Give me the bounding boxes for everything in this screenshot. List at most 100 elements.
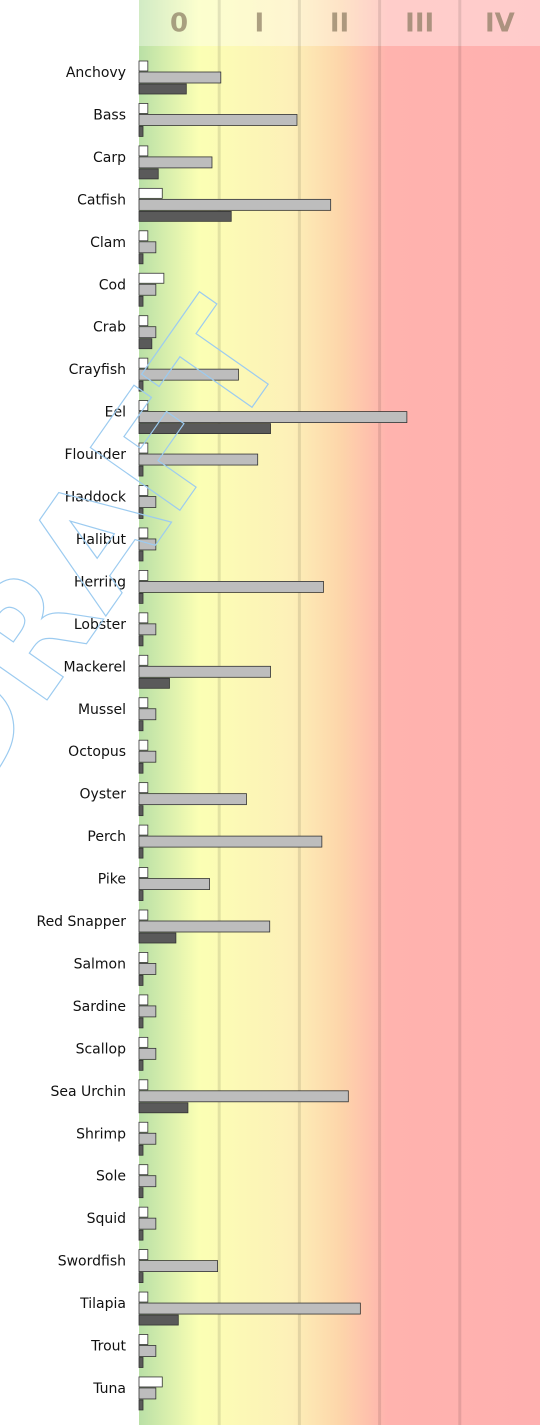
bar (138, 1187, 144, 1199)
category-label: Sole (96, 1169, 126, 1185)
bar (138, 593, 144, 604)
category-label: Red Snapper (36, 914, 126, 930)
bar (138, 485, 149, 496)
category-label: Halibut (76, 532, 127, 548)
category-label: Tilapia (79, 1296, 126, 1312)
bar (138, 357, 149, 369)
zone-label: I (254, 9, 264, 39)
bar (138, 994, 149, 1006)
bar (138, 253, 144, 265)
category-label: Clam (90, 235, 126, 251)
bar (138, 1260, 218, 1272)
bar (138, 793, 247, 806)
bar (138, 1334, 149, 1345)
bar (138, 867, 149, 878)
zone-label: II (330, 9, 349, 39)
bar (138, 103, 149, 114)
bar (138, 295, 144, 307)
bar (138, 1036, 149, 1048)
category-label: Anchovy (66, 65, 126, 81)
bar (138, 847, 144, 859)
bar (138, 708, 157, 721)
category-label: Perch (87, 829, 126, 845)
category-label: Tuna (92, 1381, 126, 1397)
bar (138, 168, 159, 180)
category-label: Catfish (77, 192, 126, 208)
bar (138, 835, 323, 848)
bar (138, 1206, 149, 1218)
bar (138, 1132, 157, 1145)
bar (138, 283, 157, 296)
bar (138, 890, 144, 901)
bar (138, 963, 157, 975)
bar (138, 720, 144, 732)
bar (138, 465, 144, 477)
bar (138, 878, 210, 890)
category-label: Sardine (73, 999, 126, 1015)
bar (138, 1387, 157, 1400)
bar (138, 1005, 157, 1018)
bar (138, 909, 149, 921)
bar (138, 824, 149, 836)
bar (138, 527, 149, 539)
bar (138, 782, 149, 794)
bar (138, 187, 163, 199)
bar (138, 442, 149, 454)
zone-header (139, 0, 540, 46)
bar (138, 654, 149, 666)
bar (138, 612, 149, 624)
category-label: Shrimp (76, 1126, 126, 1142)
bar (138, 338, 153, 350)
bar (138, 145, 149, 157)
bar (138, 453, 259, 466)
bar (138, 1376, 163, 1388)
bar (138, 570, 149, 581)
bar (138, 1399, 144, 1411)
bar (138, 1229, 144, 1241)
zone-label: IV (485, 9, 515, 39)
category-label: Pike (98, 872, 126, 888)
bar (138, 272, 165, 284)
category-label: Lobster (74, 617, 126, 633)
category-label: Cod (99, 277, 126, 293)
bar (138, 210, 232, 222)
bar (138, 326, 157, 339)
bar (138, 762, 144, 774)
bar (138, 932, 177, 944)
bar (138, 71, 222, 84)
bar (138, 550, 144, 562)
bar (138, 1357, 144, 1368)
bar (138, 1217, 157, 1230)
bar (138, 1059, 144, 1071)
category-label: Oyster (80, 787, 127, 803)
category-label: Mackerel (63, 659, 126, 675)
bar (138, 1144, 144, 1156)
zone-label: III (405, 9, 434, 39)
bar (138, 1302, 361, 1315)
bar (138, 496, 157, 508)
bar (138, 1272, 144, 1283)
bar (138, 241, 157, 254)
bar (138, 400, 149, 412)
bar (138, 975, 144, 986)
bar (138, 952, 149, 963)
zone-background (139, 0, 540, 1425)
category-label: Octopus (68, 744, 126, 760)
bar (138, 380, 144, 392)
bar (138, 368, 239, 381)
bar (138, 198, 332, 211)
bar (138, 1017, 144, 1029)
bar (138, 1047, 157, 1060)
category-label: Scallop (76, 1041, 127, 1057)
bar (138, 665, 271, 678)
bar (138, 739, 149, 751)
category-label: Eel (105, 405, 126, 421)
bar (138, 697, 149, 709)
bar (138, 805, 144, 817)
bar (138, 538, 157, 551)
bar (138, 1164, 149, 1176)
bar (138, 677, 170, 689)
zone-label: 0 (170, 9, 188, 39)
bar (138, 635, 144, 647)
